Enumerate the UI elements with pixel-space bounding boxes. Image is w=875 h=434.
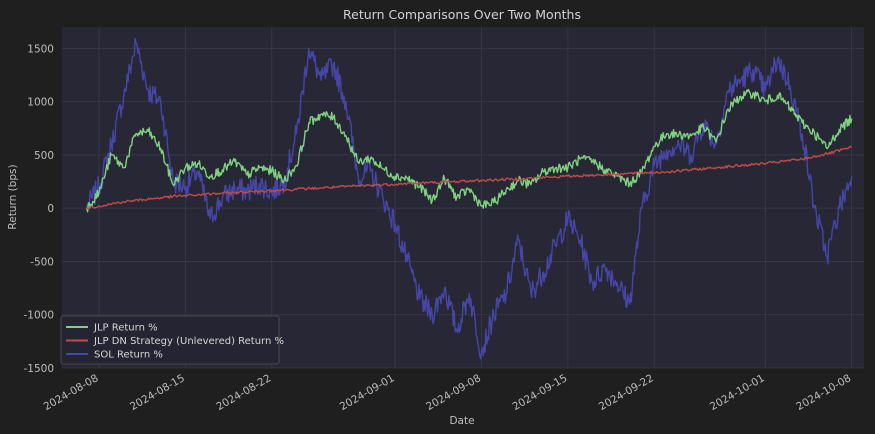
x-tick-label: 2024-10-01 [708, 372, 767, 413]
legend-label: JLP DN Strategy (Unlevered) Return % [93, 336, 284, 347]
x-tick-labels: 2024-08-08 2024-08-15 2024-08-22 2024-09-01… [42, 372, 854, 413]
y-tick-label: 0 [47, 203, 54, 215]
x-tick-label: 2024-09-22 [597, 372, 656, 413]
legend-label: SOL Return % [94, 350, 163, 361]
y-axis-label: Return (bps) [7, 164, 19, 229]
legend: JLP Return % JLP DN Strategy (Unlevered) … [60, 315, 284, 365]
y-tick-label: -1500 [23, 363, 54, 375]
y-tick-label: -500 [30, 256, 54, 268]
legend-box [60, 315, 280, 365]
series-line-1 [86, 145, 853, 210]
x-tick-label: 2024-10-08 [794, 372, 853, 413]
y-tick-label: 1500 [27, 43, 54, 55]
y-tick-labels: -1500 -1000 -500 0 500 1000 1500 [23, 43, 54, 375]
y-tick-label: 500 [34, 150, 54, 162]
series-layer [86, 38, 853, 360]
x-tick-label: 2024-09-01 [338, 372, 397, 413]
series-line-0 [86, 88, 853, 213]
x-tick-label: 2024-09-08 [424, 372, 483, 413]
series-line-2 [86, 38, 853, 360]
y-tick-label: 1000 [27, 97, 54, 109]
x-tick-label: 2024-08-15 [128, 372, 187, 413]
x-tick-label: 2024-09-15 [511, 372, 570, 413]
y-tick-label: -1000 [23, 310, 54, 322]
x-tick-label: 2024-08-22 [214, 372, 273, 413]
chart-title: Return Comparisons Over Two Months [343, 7, 581, 22]
x-tick-label: 2024-08-08 [42, 372, 101, 413]
legend-label: JLP Return % [93, 323, 158, 334]
x-axis-label: Date [449, 415, 474, 427]
